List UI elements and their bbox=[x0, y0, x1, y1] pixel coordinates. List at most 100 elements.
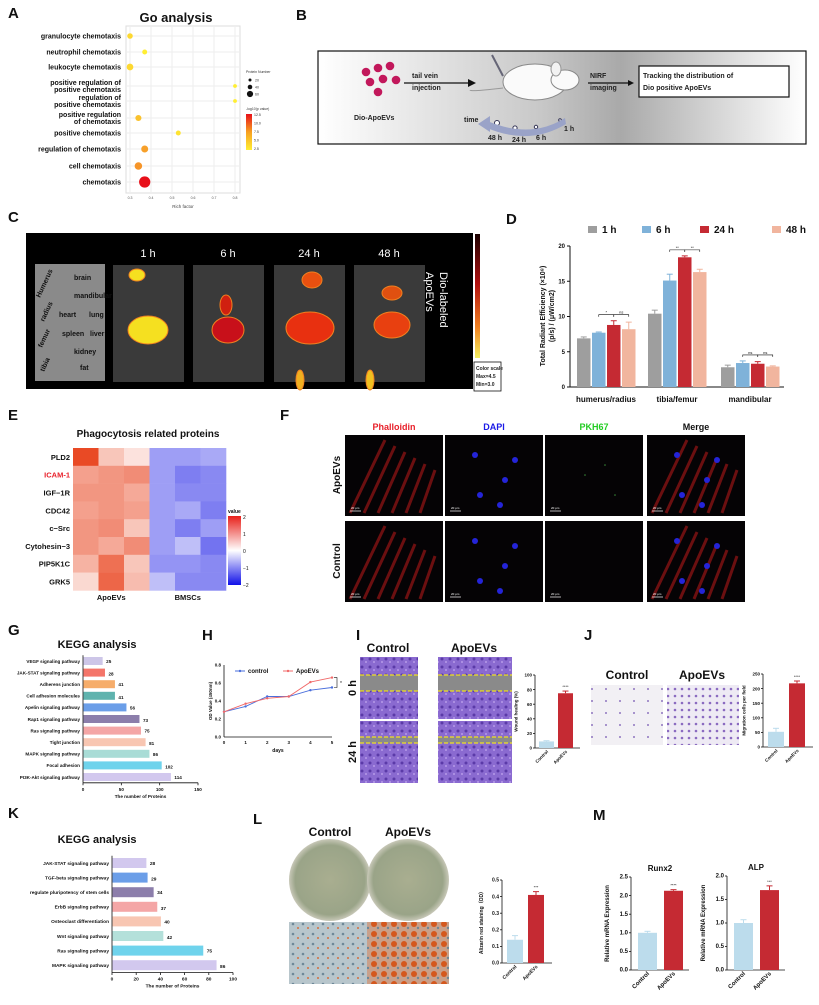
bar-value-label: 102 bbox=[165, 764, 173, 769]
y-tick-label: 10 bbox=[558, 315, 565, 321]
heatmap-cell bbox=[200, 554, 227, 573]
chart-title: ALP bbox=[748, 863, 765, 872]
nirf-label: NIRF bbox=[590, 73, 607, 80]
x-tick-label: 0 bbox=[111, 977, 114, 983]
category-label: chemotaxis bbox=[82, 180, 121, 187]
y-axis-label: Relative mRNA Expression bbox=[701, 884, 707, 961]
heatmap-cell bbox=[124, 554, 150, 573]
y-axis-label: Wound healing (%) bbox=[514, 691, 519, 732]
bar bbox=[83, 738, 146, 747]
category-label: JAK-STAT signaling pathway bbox=[17, 670, 81, 675]
column-header: Control bbox=[606, 668, 649, 682]
x-tick-label: 1 bbox=[244, 740, 247, 745]
channel-header: Merge bbox=[683, 422, 710, 432]
column-header: ApoEVs bbox=[385, 825, 431, 839]
actin-fiber bbox=[650, 439, 689, 514]
time-arrow-icon bbox=[485, 118, 566, 137]
organ-label: heart bbox=[59, 312, 77, 319]
category-label: tibia/femur bbox=[657, 395, 698, 404]
x-tick-label: ApoEVs bbox=[784, 748, 800, 764]
category-label: Tight junction bbox=[50, 740, 80, 745]
heatmap-cell bbox=[200, 572, 227, 591]
x-tick-label: 0.7 bbox=[212, 196, 217, 200]
data-point bbox=[126, 63, 134, 71]
data-point bbox=[135, 114, 142, 122]
fluorescence-signal bbox=[295, 369, 305, 391]
charts: Go analysis 0.3 0.4 0.5 0.6 0.7 0.8 Rich factor… bbox=[17, 10, 813, 992]
bar-value-label: 25 bbox=[106, 659, 112, 664]
category-label: humerus/radius bbox=[576, 395, 637, 404]
bar bbox=[112, 931, 164, 941]
actin-fiber bbox=[692, 543, 719, 600]
category-label: Rap1 signaling pathway bbox=[28, 717, 81, 722]
series-line-ApoEVs bbox=[223, 677, 333, 713]
y-tick-label: 0.0 bbox=[620, 968, 629, 974]
bar-control bbox=[507, 939, 523, 963]
kegg-analysis-chart-g: KEGG analysis VEGF signaling pathway 25 JAK… bbox=[17, 639, 202, 799]
ivis-imaging-c: brain mandibular heart lung spleen liver kidne… bbox=[26, 233, 503, 392]
bar-24h bbox=[678, 257, 692, 387]
panel-label-d: D bbox=[506, 211, 517, 228]
bar-1h bbox=[648, 313, 662, 387]
bar-6h bbox=[663, 280, 677, 387]
alizarin-micrograph bbox=[367, 922, 449, 984]
heatmap-cell bbox=[149, 519, 176, 538]
arrow-head-icon bbox=[628, 80, 634, 86]
size-legend-label: 20 bbox=[255, 79, 259, 83]
y-tick-label: 20 bbox=[527, 731, 533, 736]
row-label: ApoEVs bbox=[332, 455, 343, 494]
panel-label-m: M bbox=[593, 807, 606, 824]
pkh67-signal bbox=[584, 474, 586, 476]
transwell-images-j: Control ApoEVs bbox=[591, 668, 739, 745]
chart-title: KEGG analysis bbox=[58, 639, 137, 651]
actin-fiber bbox=[376, 451, 407, 514]
wound-healing-chart: 0 20 40 60 80 100 Wound healing (%) Control ApoE… bbox=[514, 673, 580, 765]
bar-value-label: 42 bbox=[167, 935, 173, 941]
actin-fiber bbox=[404, 549, 427, 600]
chart-title: Go analysis bbox=[140, 10, 213, 25]
fluorescence-signal bbox=[127, 315, 169, 345]
timepoint-header: 48 h bbox=[378, 248, 399, 260]
tracking-line1: Tracking the distribution of bbox=[643, 73, 734, 80]
color-legend-label: 12.5 bbox=[254, 113, 261, 117]
legend-tick-label: −1 bbox=[243, 566, 249, 572]
panel-label-c: C bbox=[8, 209, 19, 226]
series-line-control bbox=[223, 687, 333, 713]
heatmap-cell bbox=[149, 465, 176, 484]
bar bbox=[83, 668, 105, 677]
y-tick-label: 0 bbox=[757, 745, 760, 750]
legend-label: 6 h bbox=[656, 225, 670, 236]
bar bbox=[112, 872, 148, 883]
x-tick-label: 150 bbox=[194, 787, 202, 792]
timepoint-24h: 24 h bbox=[512, 137, 526, 144]
y-tick-label: 2.5 bbox=[620, 875, 629, 881]
x-tick-label: Control bbox=[728, 971, 748, 991]
heatmap-cell bbox=[175, 554, 201, 573]
category-label: regulation of chemotaxis bbox=[38, 147, 121, 154]
organ-label: brain bbox=[74, 275, 91, 282]
significance-label: ** bbox=[691, 245, 695, 250]
bar-24h bbox=[751, 363, 765, 387]
legend-label: ApoEVs bbox=[296, 669, 320, 675]
category-label: ErbB signaling pathway bbox=[55, 905, 110, 911]
bar bbox=[83, 657, 103, 665]
x-tick-label: 0.4 bbox=[149, 196, 154, 200]
size-legend-label: 60 bbox=[255, 93, 259, 97]
wound-image bbox=[360, 721, 418, 783]
nucleus bbox=[679, 578, 685, 584]
row-label: 24 h bbox=[347, 741, 359, 763]
significance-label: ** bbox=[676, 245, 680, 250]
bar-value-label: 34 bbox=[157, 890, 163, 896]
side-label-line1: Dio-labeled bbox=[437, 272, 449, 328]
bar-control bbox=[638, 932, 657, 970]
y-tick-label: 200 bbox=[752, 686, 760, 691]
actin-fiber bbox=[418, 469, 437, 514]
legend-label: 1 h bbox=[602, 225, 616, 236]
scale-bar-label: 20 μm bbox=[653, 592, 662, 596]
heatmap-cell bbox=[149, 483, 176, 502]
y-tick-label: 0.0 bbox=[492, 961, 499, 967]
y-tick-label: 0.8 bbox=[215, 663, 222, 668]
alizarin-chart: 0.0 0.1 0.2 0.3 0.4 0.5 Alizarin red staining（… bbox=[479, 878, 552, 982]
x-tick-label: ApoEVs bbox=[656, 971, 677, 992]
confocal-grid-f: Phalloidin 20 μm 20 μm DAPI 20 μm 20 μm PKH67 2… bbox=[332, 422, 745, 602]
